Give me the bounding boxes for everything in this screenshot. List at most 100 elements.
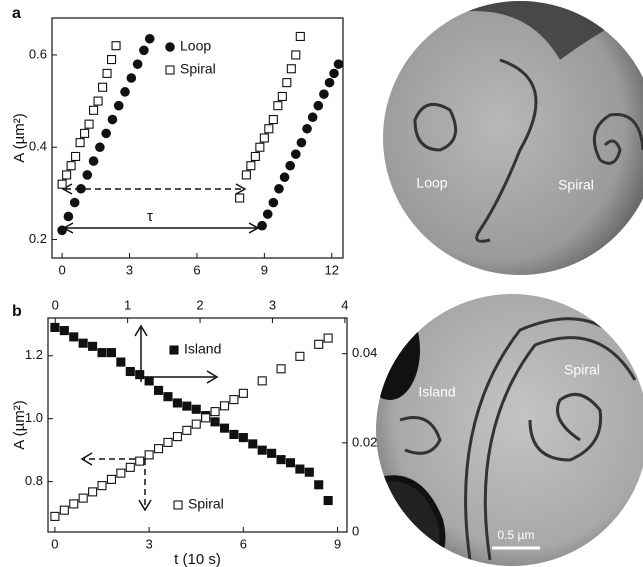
marker [76, 184, 86, 194]
marker [268, 449, 276, 457]
marker [133, 59, 143, 69]
marker [313, 101, 323, 111]
marker [108, 115, 118, 125]
marker [239, 434, 247, 442]
marker [324, 334, 332, 342]
marker [58, 180, 66, 188]
marker [192, 420, 200, 428]
x2-tick-label: 0 [52, 297, 59, 312]
x2-tick-label: 3 [269, 297, 276, 312]
legend-label: Loop [180, 38, 211, 54]
marker [94, 97, 102, 105]
legend-label: Spiral [180, 61, 216, 77]
marker [103, 69, 111, 77]
marker [285, 161, 295, 171]
marker [192, 405, 200, 413]
marker [145, 451, 153, 459]
marker [283, 79, 291, 87]
marker [308, 112, 318, 122]
marker [325, 78, 335, 88]
marker [230, 430, 238, 438]
marker [117, 469, 125, 477]
marker [95, 142, 105, 152]
y2-tick-label: 0 [352, 523, 359, 538]
marker [89, 342, 97, 350]
marker [239, 389, 247, 397]
x-tick-label: 9 [261, 262, 268, 277]
marker [296, 32, 304, 40]
marker [258, 377, 266, 385]
marker [315, 340, 323, 348]
marker [72, 152, 80, 160]
marker [89, 156, 99, 166]
marker [70, 198, 80, 208]
marker [164, 438, 172, 446]
legend-marker [174, 501, 182, 509]
marker [67, 162, 75, 170]
x-axis-label: t (10 s) [174, 551, 221, 567]
annotation: τ [147, 208, 153, 225]
marker [108, 56, 116, 64]
y-tick-label: 0.6 [29, 46, 47, 61]
x-tick-label: 6 [193, 262, 200, 277]
marker [269, 198, 279, 208]
y-tick-label: 0.2 [29, 231, 47, 246]
marker [127, 73, 137, 83]
marker [81, 129, 89, 137]
marker [173, 399, 181, 407]
marker [112, 42, 120, 50]
marker [76, 139, 84, 147]
marker [277, 365, 285, 373]
marker [247, 162, 255, 170]
marker [334, 59, 344, 69]
marker [305, 468, 313, 476]
marker [85, 120, 93, 128]
marker [297, 138, 307, 148]
marker [280, 172, 290, 182]
marker [278, 92, 286, 100]
y-axis-label: A (µm²) [11, 113, 28, 162]
legend-marker [165, 42, 175, 52]
image-label: Loop [416, 175, 447, 191]
marker [114, 101, 124, 111]
marker [89, 488, 97, 496]
marker [98, 349, 106, 357]
marker [136, 371, 144, 379]
marker [60, 327, 68, 335]
figure: Loop Spiral Island Spiral 0.5 µm a036912… [0, 0, 643, 567]
marker [256, 143, 264, 151]
marker [139, 46, 149, 56]
marker [211, 408, 219, 416]
marker [230, 396, 238, 404]
panel-label: b [12, 303, 22, 320]
x-tick-label: 0 [51, 536, 58, 551]
x2-tick-label: 4 [341, 297, 348, 312]
marker [296, 465, 304, 473]
marker [315, 481, 323, 489]
marker [173, 433, 181, 441]
marker [51, 512, 59, 520]
x-tick-label: 12 [325, 262, 339, 277]
x-tick-label: 3 [146, 536, 153, 551]
panel-label: a [12, 5, 21, 22]
marker [286, 459, 294, 467]
marker [265, 125, 273, 133]
legend-marker [166, 66, 174, 74]
marker [221, 402, 229, 410]
marker [287, 65, 295, 73]
x-tick-label: 3 [126, 262, 133, 277]
marker [274, 184, 284, 194]
y-tick-label: 0.4 [29, 139, 47, 154]
y-tick-label: 0.8 [25, 473, 43, 488]
marker [126, 463, 134, 471]
marker [164, 393, 172, 401]
legend-label: Island [184, 341, 221, 357]
marker [64, 212, 74, 222]
marker [302, 124, 312, 134]
marker [145, 377, 153, 385]
marker [101, 129, 111, 139]
marker [324, 497, 332, 505]
marker [98, 482, 106, 490]
marker [79, 339, 87, 347]
micrograph-a [380, 0, 643, 280]
